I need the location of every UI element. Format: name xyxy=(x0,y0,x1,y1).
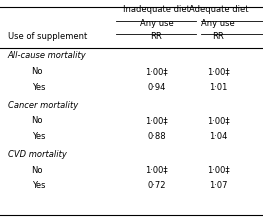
Text: 1·01: 1·01 xyxy=(209,83,227,92)
Text: CVD mortality: CVD mortality xyxy=(8,150,67,159)
Text: Yes: Yes xyxy=(32,83,45,92)
Text: RR: RR xyxy=(213,32,224,41)
Text: RR: RR xyxy=(151,32,162,41)
Text: Yes: Yes xyxy=(32,132,45,141)
Text: 0·94: 0·94 xyxy=(147,83,166,92)
Text: 1·00‡: 1·00‡ xyxy=(207,67,230,76)
Text: 1·00‡: 1·00‡ xyxy=(145,116,168,125)
Text: Use of supplement: Use of supplement xyxy=(8,32,87,41)
Text: Any use: Any use xyxy=(201,18,235,28)
Text: Yes: Yes xyxy=(32,182,45,191)
Text: Adequate diet: Adequate diet xyxy=(189,5,248,14)
Text: 1·04: 1·04 xyxy=(209,132,227,141)
Text: All-cause mortality: All-cause mortality xyxy=(8,51,87,60)
Text: Any use: Any use xyxy=(140,18,173,28)
Text: 1·00‡: 1·00‡ xyxy=(207,116,230,125)
Text: 0·72: 0·72 xyxy=(147,182,166,191)
Text: Inadequate diet: Inadequate diet xyxy=(123,5,190,14)
Text: 1·00‡: 1·00‡ xyxy=(145,166,168,175)
Text: No: No xyxy=(32,166,43,175)
Text: 1·07: 1·07 xyxy=(209,182,227,191)
Text: 1·00‡: 1·00‡ xyxy=(145,67,168,76)
Text: 0·88: 0·88 xyxy=(147,132,166,141)
Text: No: No xyxy=(32,67,43,76)
Text: Cancer mortality: Cancer mortality xyxy=(8,101,78,110)
Text: No: No xyxy=(32,116,43,125)
Text: 1·00‡: 1·00‡ xyxy=(207,166,230,175)
